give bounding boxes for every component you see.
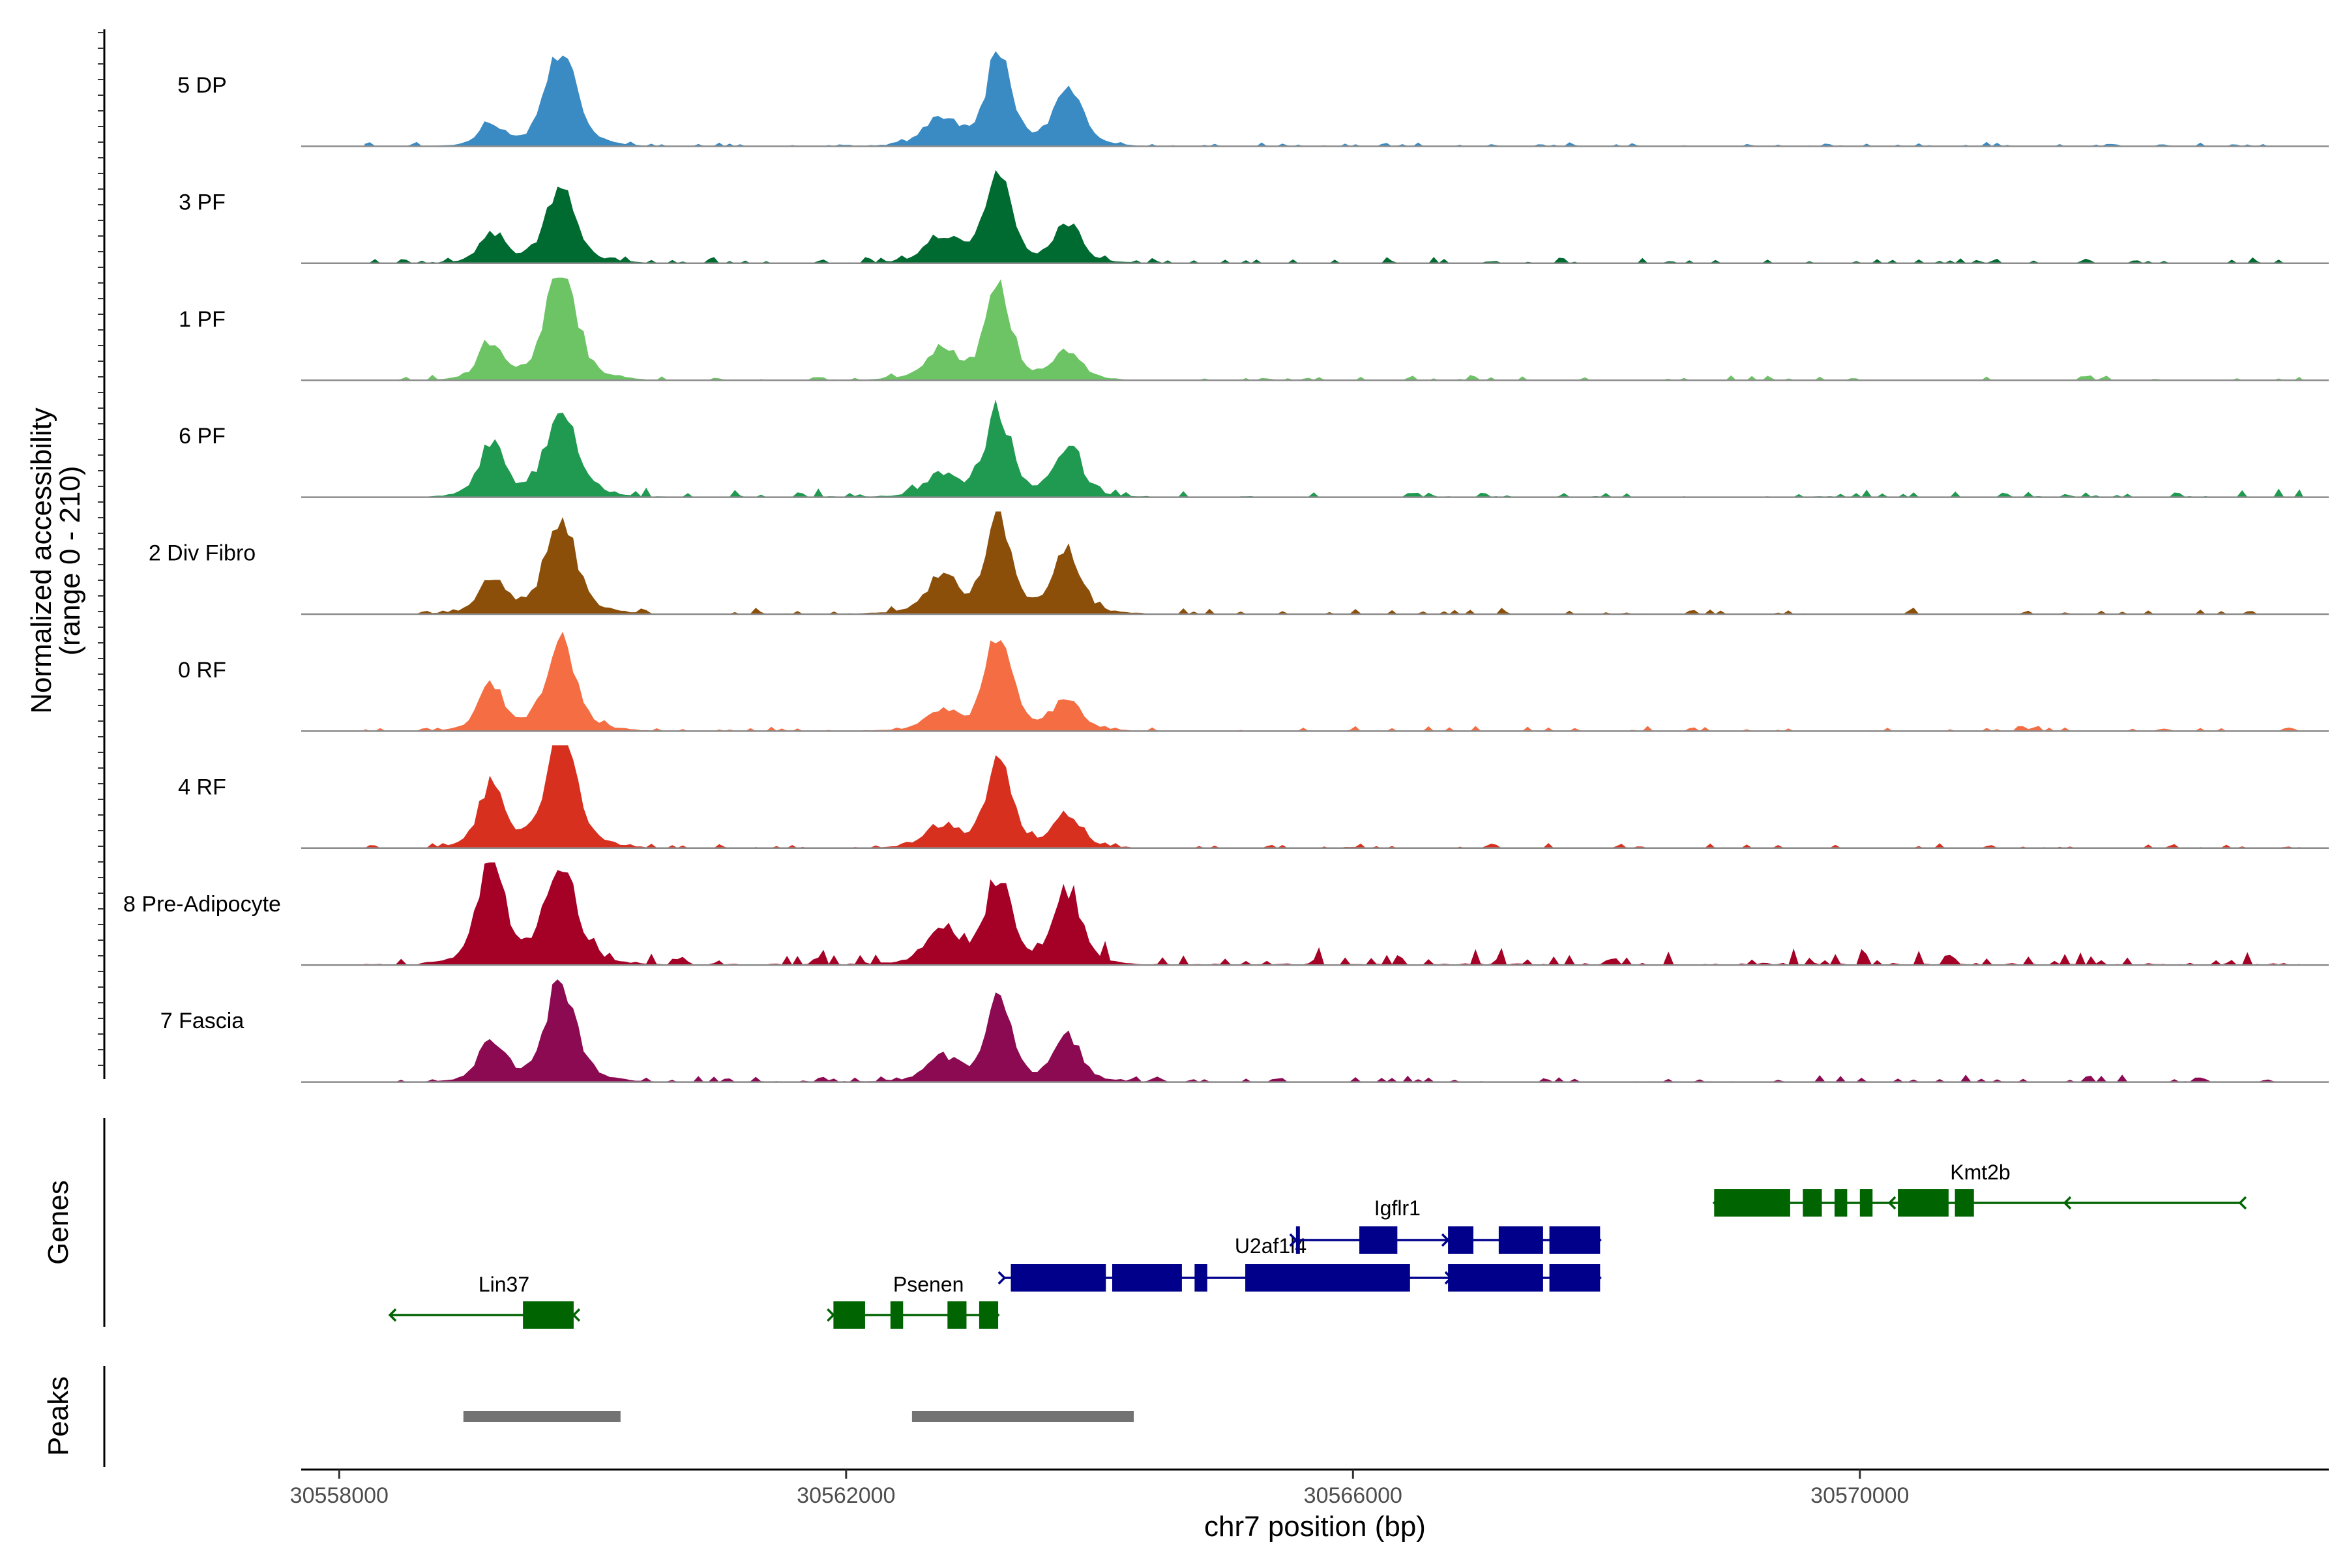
gene-exon [1011,1264,1106,1292]
strand-arrow [1887,1196,1897,1210]
track-label: 8 Pre-Adipocyte [123,892,281,917]
track-label: 6 PF [179,424,226,449]
strand-arrow [1441,1233,1450,1247]
strand-arrow [1289,1233,1298,1247]
x-tick-label: 30558000 [290,1483,389,1508]
gene-kmt2b: Kmt2b [1712,1161,2247,1217]
gene-label: U2af1l4 [1235,1234,1306,1258]
track-2-div-fibro: 2 Div Fibro [149,511,2329,615]
gene-exon [1955,1189,1974,1217]
genes-track: Lin37 Psenen U2af1l4 Igflr1 Kmt2b [388,1161,2247,1329]
track-label: 7 Fascia [160,1009,244,1033]
gene-exon [1245,1264,1410,1292]
coverage-area-6-pf [364,399,2304,497]
gene-exon [1549,1264,1601,1292]
gene-exon [1714,1189,1790,1217]
track-0-rf: 0 RF [178,631,2329,732]
coverage-area-1-pf [364,277,2304,381]
gene-lin37: Lin37 [388,1273,581,1329]
coverage-area-7-fascia [364,979,2304,1082]
gene-exon [1834,1189,1848,1217]
coverage-area-5-dp [364,51,2304,147]
coverage-area-8-pre-adipocyte [364,862,2304,966]
gene-exon [947,1301,967,1329]
strand-arrow [2063,1196,2072,1210]
track-label: 5 DP [177,73,227,98]
gene-exon [1194,1264,1207,1292]
gene-exon [979,1301,999,1329]
gene-u2af1l4: U2af1l4 [997,1234,1602,1292]
gene-exon [1859,1189,1873,1217]
track-8-pre-adipocyte: 8 Pre-Adipocyte [123,862,2329,966]
x-tick-label: 30570000 [1810,1483,1909,1508]
gene-exon [833,1301,865,1329]
gene-label: Lin37 [479,1273,529,1296]
gene-label: Kmt2b [1950,1161,2010,1184]
track-3-pf: 3 PF [179,170,2329,265]
coverage-area-2-div-fibro [364,511,2304,614]
gene-label: Igflr1 [1374,1196,1421,1220]
track-5-dp: 5 DP [177,51,2329,147]
peaks-track [463,1411,1134,1422]
x-tick-label: 30566000 [1304,1483,1402,1508]
gene-exon [1448,1226,1473,1254]
peak-region [463,1411,621,1422]
track-1-pf: 1 PF [179,277,2329,381]
track-label: 3 PF [179,190,226,214]
track-7-fascia: 7 Fascia [160,979,2329,1083]
x-tick-label: 30562000 [797,1483,895,1508]
y-axis-subtitle: (range 0 - 210) [54,466,86,655]
x-axis-ticks: 30558000 30562000 30566000 30570000 [290,1470,1909,1508]
coverage-tracks: 5 DP 3 PF 1 PF 6 PF 2 Div Fibro 0 RF 4 RF 8 Pre… [123,51,2329,1083]
coverage-y-axis-ticks [98,32,104,1066]
track-label: 0 RF [178,658,226,683]
y-axis-title: Normalized accessibility [25,407,57,713]
gene-exon [1898,1189,1949,1217]
strand-arrow [388,1308,397,1322]
gene-exon [1498,1226,1543,1254]
peaks-track-title: Peaks [42,1376,74,1456]
x-axis-title: chr7 position (bp) [1204,1511,1426,1543]
gene-exon [1295,1226,1300,1254]
strand-arrow [997,1271,1007,1285]
track-label: 4 RF [178,775,226,799]
peak-region [911,1411,1134,1422]
track-label: 1 PF [179,307,226,332]
gene-exon [1112,1264,1182,1292]
gene-exon [523,1301,574,1329]
gene-exon [1448,1264,1543,1292]
track-6-pf: 6 PF [179,399,2329,498]
gene-exon [890,1301,904,1329]
track-label: 2 Div Fibro [149,541,256,566]
strand-arrow [2238,1196,2247,1210]
gene-label: Psenen [893,1273,964,1296]
coverage-area-0-rf [364,631,2304,732]
gene-exon [1549,1226,1601,1254]
gene-psenen: Psenen [827,1273,1000,1329]
genes-track-title: Genes [42,1180,74,1265]
coverage-area-4-rf [364,745,2304,848]
gene-exon [1803,1189,1822,1217]
gene-exon [1359,1226,1398,1254]
gene-igflr1: Igflr1 [1289,1196,1602,1254]
track-4-rf: 4 RF [178,745,2329,850]
coverage-area-3-pf [364,170,2304,263]
